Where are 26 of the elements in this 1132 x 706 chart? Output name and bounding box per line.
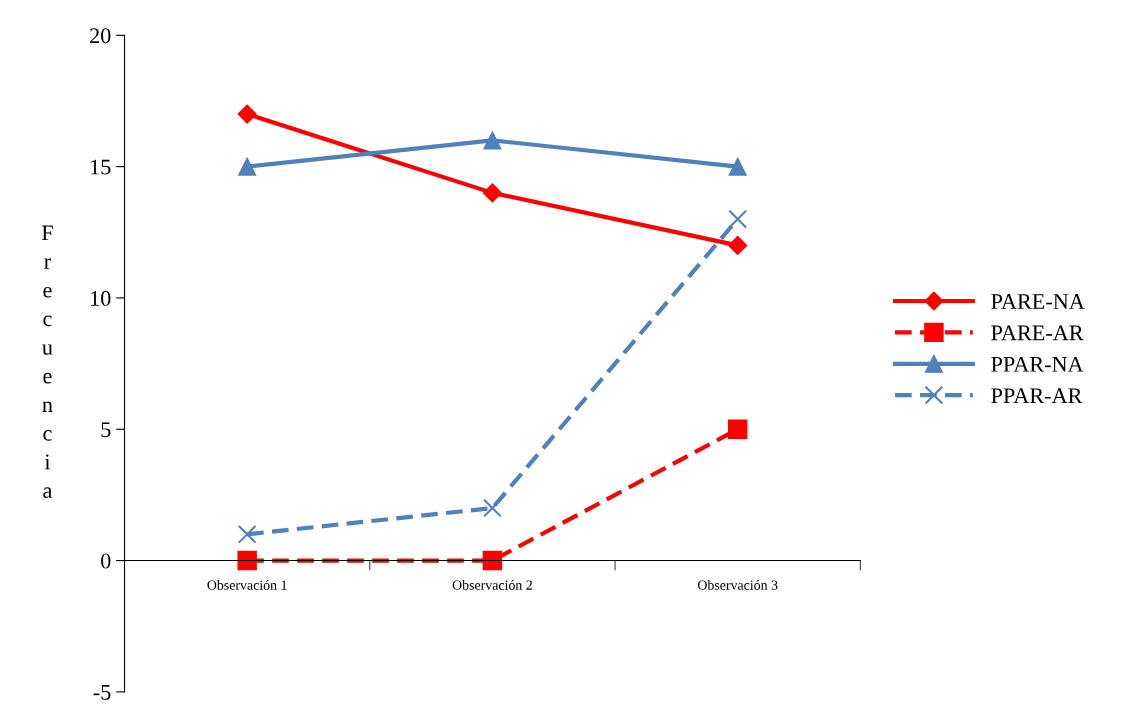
point [483, 131, 502, 150]
point [237, 550, 257, 571]
y-tick-label: 20 [90, 28, 111, 44]
point [237, 524, 257, 544]
y-tick-label: 0 [101, 553, 111, 569]
legend-label: PARE-NA [991, 294, 1085, 309]
point [728, 235, 748, 255]
y-tick-label: -5 [93, 685, 111, 700]
point [483, 498, 502, 518]
point [727, 419, 748, 439]
x-tick-label: Observación 1 [207, 579, 287, 590]
text: Frecuencia [41, 225, 53, 498]
y-tick-label: 10 [91, 290, 111, 306]
legend-label: PPAR-AR [991, 388, 1083, 403]
y-tick-label: 15 [91, 159, 111, 175]
legend-label: PPAR-NA [991, 356, 1084, 372]
point [238, 157, 257, 176]
point [482, 183, 502, 203]
point [482, 550, 503, 571]
x-tick-label: Observación 2 [452, 579, 532, 590]
legend-label: PARE-AR [991, 325, 1084, 341]
point [728, 157, 747, 176]
point [237, 104, 257, 124]
point [728, 209, 748, 229]
x-tick-label: Observación 3 [697, 579, 778, 590]
y-tick-label: 5 [101, 422, 111, 438]
